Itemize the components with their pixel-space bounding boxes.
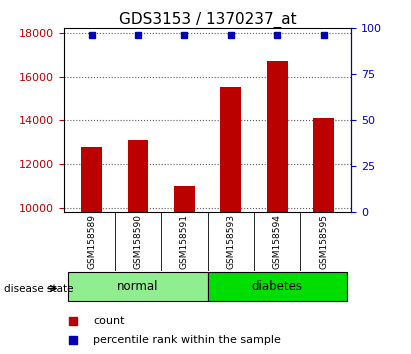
Bar: [81, 147, 102, 212]
Bar: [174, 186, 195, 212]
Bar: [68, 273, 208, 301]
Text: percentile rank within the sample: percentile rank within the sample: [93, 335, 281, 345]
Text: GSM158591: GSM158591: [180, 214, 189, 269]
Text: GSM158589: GSM158589: [87, 214, 96, 269]
Bar: [220, 87, 241, 212]
Text: GSM158593: GSM158593: [226, 214, 235, 269]
Text: count: count: [93, 316, 125, 326]
Text: normal: normal: [117, 280, 159, 293]
Bar: [127, 140, 148, 212]
Text: diabetes: diabetes: [252, 280, 302, 293]
Text: GSM158590: GSM158590: [134, 214, 143, 269]
Title: GDS3153 / 1370237_at: GDS3153 / 1370237_at: [119, 12, 296, 28]
Bar: [208, 273, 347, 301]
Text: GSM158595: GSM158595: [319, 214, 328, 269]
Text: disease state: disease state: [4, 284, 74, 293]
Text: GSM158594: GSM158594: [272, 214, 282, 269]
Bar: [267, 61, 288, 212]
Bar: [313, 118, 334, 212]
